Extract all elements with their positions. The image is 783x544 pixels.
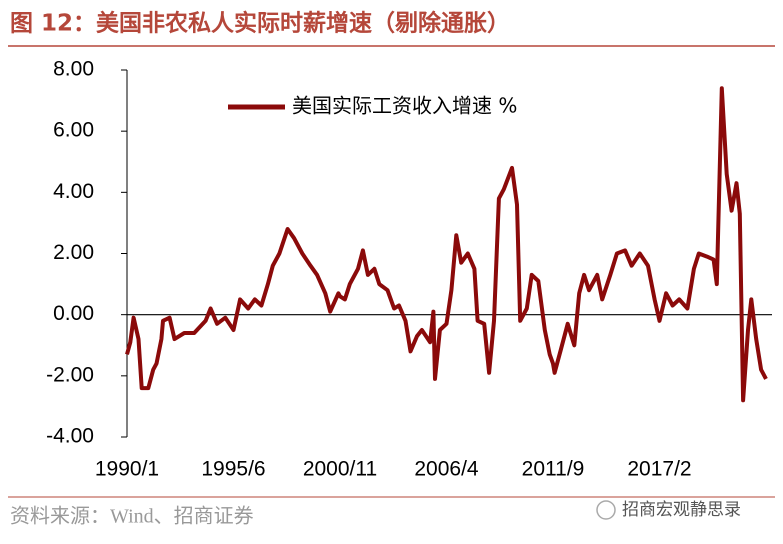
x-tick-label: 2011/9: [522, 458, 585, 481]
x-tick-label: 1990/1: [95, 458, 159, 481]
y-tick-label: 0.00: [53, 302, 94, 325]
x-tick-label: 2006/4: [414, 458, 479, 481]
chart-title: 图 12：美国非农私人实际时薪增速（剔除通胀）: [10, 10, 510, 37]
x-tick-label: 2017/2: [627, 458, 691, 481]
source-note: 资料来源：Wind、招商证券: [10, 505, 254, 528]
y-tick-label: 8.00: [53, 58, 94, 81]
y-tick-label: -4.00: [46, 425, 94, 448]
y-tick-label: 4.00: [53, 180, 94, 203]
legend-label: 美国实际工资收入增速 %: [292, 94, 517, 118]
y-tick-label: 6.00: [53, 119, 94, 142]
y-tick-label: 2.00: [53, 241, 94, 264]
watermark-icon: [596, 500, 616, 520]
x-tick-label: 1995/6: [201, 458, 265, 481]
x-tick-label: 2000/11: [303, 458, 377, 481]
watermark: 招商宏观静思录: [622, 500, 741, 520]
y-tick-label: -2.00: [46, 363, 94, 386]
series-line: [125, 86, 768, 403]
